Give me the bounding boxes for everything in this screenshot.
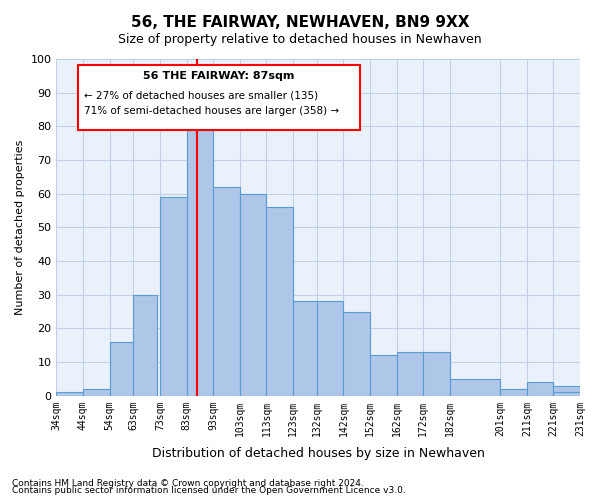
Bar xyxy=(370,356,397,396)
Bar xyxy=(187,120,213,396)
Y-axis label: Number of detached properties: Number of detached properties xyxy=(15,140,25,315)
Bar xyxy=(553,392,580,396)
Bar xyxy=(450,379,500,396)
Bar xyxy=(397,352,423,396)
Bar xyxy=(83,389,110,396)
X-axis label: Distribution of detached houses by size in Newhaven: Distribution of detached houses by size … xyxy=(152,447,485,460)
Bar xyxy=(500,389,527,396)
Bar xyxy=(317,302,343,396)
Bar xyxy=(110,342,136,396)
Text: Contains HM Land Registry data © Crown copyright and database right 2024.: Contains HM Land Registry data © Crown c… xyxy=(12,478,364,488)
Bar xyxy=(56,392,83,396)
Text: Contains public sector information licensed under the Open Government Licence v3: Contains public sector information licen… xyxy=(12,486,406,495)
Bar xyxy=(213,187,240,396)
Bar xyxy=(553,386,580,396)
Text: ← 27% of detached houses are smaller (135): ← 27% of detached houses are smaller (13… xyxy=(84,91,318,101)
Bar xyxy=(240,194,266,396)
Bar xyxy=(423,352,450,396)
Bar xyxy=(293,302,317,396)
Text: 56, THE FAIRWAY, NEWHAVEN, BN9 9XX: 56, THE FAIRWAY, NEWHAVEN, BN9 9XX xyxy=(131,15,469,30)
Bar xyxy=(133,294,157,396)
Bar xyxy=(160,197,187,396)
Bar xyxy=(527,382,553,396)
Text: 71% of semi-detached houses are larger (358) →: 71% of semi-detached houses are larger (… xyxy=(84,106,339,116)
Text: Size of property relative to detached houses in Newhaven: Size of property relative to detached ho… xyxy=(118,32,482,46)
Bar xyxy=(343,312,370,396)
Bar xyxy=(266,207,293,396)
Text: 56 THE FAIRWAY: 87sqm: 56 THE FAIRWAY: 87sqm xyxy=(143,71,295,81)
